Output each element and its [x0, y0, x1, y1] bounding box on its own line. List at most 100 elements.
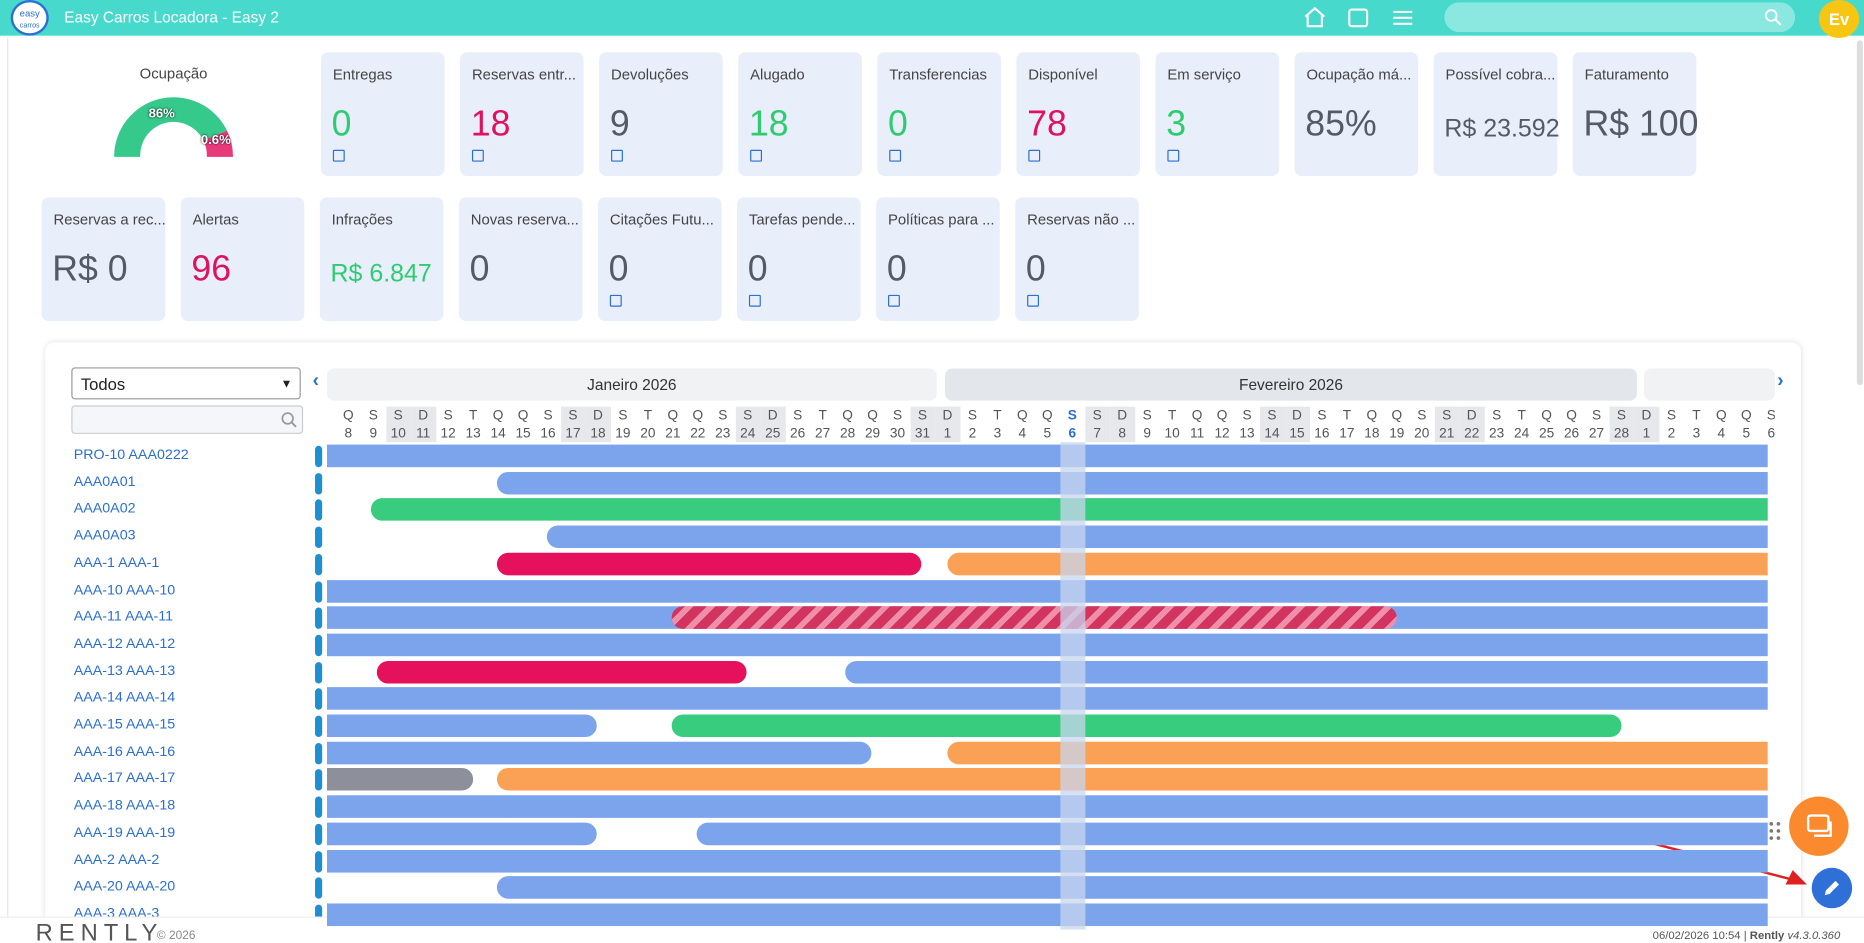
day-label: 12: [440, 426, 456, 442]
weekday-label: S: [967, 408, 977, 424]
link-icon[interactable]: [611, 149, 623, 162]
search-box[interactable]: [1444, 2, 1796, 33]
stat-card[interactable]: Reservas a rec... R$ 0: [41, 197, 166, 321]
stat-card[interactable]: Entregas 0: [320, 52, 445, 176]
stat-card[interactable]: Reservas não ... 0: [1015, 197, 1139, 321]
booking-bar[interactable]: [326, 579, 1768, 603]
stat-card[interactable]: Citações Futu... 0: [597, 197, 722, 321]
link-icon[interactable]: [888, 294, 900, 307]
booking-bar[interactable]: [326, 903, 1768, 926]
booking-bar[interactable]: [326, 714, 597, 738]
vehicle-name[interactable]: AAA-1 AAA-1: [73, 553, 160, 571]
home-icon[interactable]: [1304, 6, 1326, 28]
vehicle-name[interactable]: AAA-13 AAA-13: [73, 661, 176, 679]
booking-bar[interactable]: [496, 768, 1768, 792]
weekday-label: D: [1292, 408, 1302, 424]
booking-bar[interactable]: [671, 606, 1397, 630]
nav-icons[interactable]: [1302, 6, 1421, 30]
booking-bar[interactable]: [546, 525, 1768, 549]
weekend-header: [1084, 406, 1110, 443]
vehicle-name[interactable]: AAA0A02: [73, 499, 136, 517]
vehicle-name[interactable]: AAA-15 AAA-15: [73, 715, 176, 733]
booking-bar[interactable]: [326, 444, 1768, 468]
booking-bar[interactable]: [696, 822, 1768, 845]
booking-bar[interactable]: [326, 687, 1768, 711]
vehicle-name[interactable]: AAA-20 AAA-20: [73, 877, 176, 895]
link-icon[interactable]: [1027, 294, 1039, 307]
booking-bar[interactable]: [326, 849, 1768, 872]
link-icon[interactable]: [748, 294, 761, 307]
card-label: Tarefas pende...: [748, 211, 856, 229]
vehicle-name[interactable]: PRO-10 AAA0222: [73, 445, 189, 463]
day-label: 17: [1339, 426, 1355, 442]
link-icon[interactable]: [1028, 149, 1041, 162]
day-label: 11: [1189, 426, 1205, 442]
vehicle-name[interactable]: AAA-12 AAA-12: [73, 634, 176, 652]
vehicle-name[interactable]: AAA-16 AAA-16: [73, 742, 176, 760]
booking-bar[interactable]: [326, 633, 1768, 657]
stat-card[interactable]: Ocupação má... 85%: [1294, 52, 1419, 176]
filter-select[interactable]: Todos ▼: [71, 367, 301, 400]
booking-bar[interactable]: [845, 660, 1768, 684]
card-value: 0: [331, 104, 352, 144]
stat-card[interactable]: Novas reserva... 0: [458, 197, 583, 321]
stat-card[interactable]: Transferencias 0: [877, 52, 1001, 176]
version-info: 06/02/2026 10:54 | Rently v4.3.0.360: [1652, 929, 1841, 943]
stat-card[interactable]: Possível cobra... R$ 23.592: [1433, 52, 1560, 176]
booking-bar[interactable]: [326, 741, 872, 765]
stat-card[interactable]: Políticas para ... 0: [876, 197, 1000, 321]
weekday-label: S: [368, 408, 378, 424]
booking-bar[interactable]: [376, 660, 747, 684]
row-indicator: [315, 445, 323, 468]
search-icon[interactable]: [1764, 8, 1783, 27]
stat-card[interactable]: Reservas entr... 18: [460, 52, 584, 176]
stat-card[interactable]: Alugado 18: [738, 52, 862, 176]
booking-bar[interactable]: [326, 768, 474, 792]
booking-bar[interactable]: [496, 471, 1768, 495]
scrollbar: [1856, 40, 1863, 386]
weekday-label: S: [718, 408, 728, 424]
vehicle-name[interactable]: AAA-18 AAA-18: [73, 796, 176, 814]
next-arrow[interactable]: ›: [1777, 370, 1784, 392]
vehicle-name[interactable]: AAA-14 AAA-14: [73, 688, 176, 706]
booking-bar[interactable]: [947, 552, 1768, 576]
vehicle-name[interactable]: AAA0A01: [73, 472, 136, 490]
logo[interactable]: easy carros: [10, 0, 49, 36]
weekend-header: [910, 406, 935, 443]
booking-bar[interactable]: [496, 552, 922, 576]
vehicle-name[interactable]: AAA-19 AAA-19: [73, 823, 176, 841]
calendar-icon[interactable]: [1348, 8, 1369, 28]
link-icon[interactable]: [750, 149, 763, 162]
stat-card[interactable]: Faturamento R$ 100: [1572, 52, 1698, 176]
vehicle-name[interactable]: AAA-11 AAA-11: [73, 607, 174, 625]
link-icon[interactable]: [889, 149, 902, 162]
row-indicator: [315, 661, 323, 684]
booking-bar[interactable]: [947, 741, 1768, 765]
booking-bar[interactable]: [326, 822, 597, 845]
stat-card[interactable]: Tarefas pende... 0: [737, 197, 861, 321]
link-icon[interactable]: [1167, 149, 1180, 162]
menu-icon[interactable]: [1393, 10, 1413, 25]
vehicle-name[interactable]: AAA-10 AAA-10: [73, 580, 176, 598]
booking-bar[interactable]: [496, 876, 1768, 899]
drag-handle[interactable]: [1768, 820, 1782, 841]
link-icon[interactable]: [332, 149, 345, 162]
stat-card[interactable]: Devoluções 9: [599, 52, 723, 176]
stat-card[interactable]: Em serviço 3: [1155, 52, 1280, 176]
card-value: 78: [1027, 104, 1067, 144]
stat-card[interactable]: Disponível 78: [1016, 52, 1141, 176]
link-icon[interactable]: [609, 294, 622, 307]
vehicle-name[interactable]: AAA0A03: [73, 526, 136, 544]
avatar[interactable]: Ev: [1818, 0, 1860, 39]
chat-button[interactable]: [1789, 796, 1849, 856]
stat-card[interactable]: Infrações R$ 6.847: [319, 197, 444, 321]
vehicle-name[interactable]: AAA-2 AAA-2: [73, 850, 160, 868]
stat-card[interactable]: Alertas 96: [180, 197, 305, 321]
booking-bar[interactable]: [671, 714, 1622, 738]
booking-bar[interactable]: [326, 795, 1768, 818]
vehicle-search[interactable]: [71, 405, 304, 434]
vehicle-name[interactable]: AAA-17 AAA-17: [73, 769, 176, 787]
prev-arrow[interactable]: ‹: [312, 370, 319, 392]
link-icon[interactable]: [471, 149, 484, 162]
